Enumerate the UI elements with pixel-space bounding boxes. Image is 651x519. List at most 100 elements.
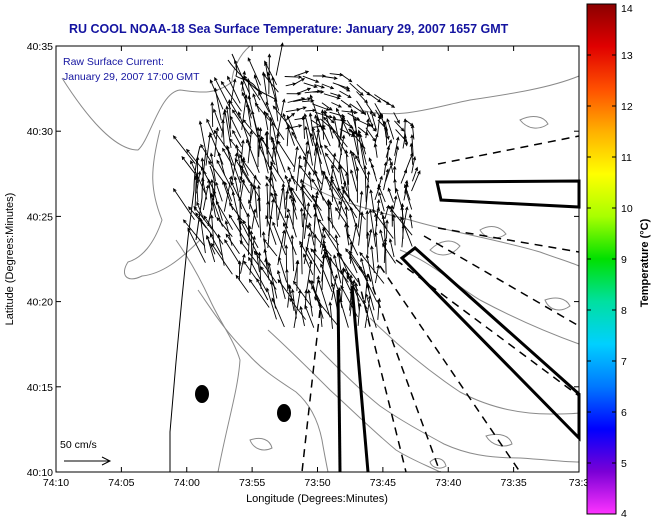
y-tick-label: 40:20	[27, 297, 53, 309]
current-vector	[299, 243, 304, 275]
current-vector	[392, 165, 397, 182]
current-vector	[394, 145, 400, 165]
current-vector	[209, 131, 224, 165]
current-vector	[221, 119, 225, 147]
current-vector	[310, 279, 324, 319]
current-vector	[202, 184, 210, 211]
current-vector	[299, 207, 304, 228]
current-vector	[261, 71, 268, 103]
colorbar-ticks: 4 5 6 7 8 9 10 11 12 13 14	[587, 3, 633, 519]
current-vector	[213, 108, 223, 131]
current-vector	[383, 99, 396, 108]
y-tick-label: 40:35	[27, 41, 53, 53]
vector-scale: 50 cm/s	[60, 439, 112, 466]
current-vector	[274, 132, 280, 158]
current-vector	[356, 91, 369, 104]
current-vector	[303, 253, 314, 275]
current-vector	[229, 115, 242, 138]
current-vector	[365, 231, 370, 255]
current-vector	[355, 154, 370, 182]
current-vector	[253, 74, 261, 93]
current-vector	[324, 174, 341, 212]
current-vector	[286, 124, 291, 147]
current-vector	[256, 278, 269, 301]
current-vector	[242, 219, 259, 249]
current-vector	[374, 230, 379, 263]
current-vector	[268, 165, 276, 200]
current-vector	[338, 252, 350, 275]
current-vector	[284, 75, 303, 79]
current-vector	[353, 117, 360, 155]
current-vector	[210, 101, 214, 128]
current-vector	[285, 268, 289, 292]
current-vector	[411, 170, 421, 192]
current-vector	[339, 90, 352, 99]
y-axis-ticks: 40:35 40:30 40:25 40:20 40:15 40:10	[27, 41, 579, 479]
current-vector	[190, 160, 206, 193]
current-vector	[357, 190, 364, 229]
current-vector	[382, 243, 396, 264]
current-vector	[210, 193, 223, 227]
current-vector	[301, 211, 306, 246]
bathy-contour-4	[197, 289, 329, 473]
current-vector	[293, 97, 312, 103]
current-vector	[328, 301, 333, 329]
colorbar-tick-label: 9	[621, 254, 627, 266]
x-tick-label: 73:45	[370, 477, 396, 489]
current-vector	[193, 205, 213, 230]
current-vector	[338, 164, 348, 191]
current-vector	[231, 109, 252, 138]
current-vector	[363, 164, 367, 203]
current-vector	[365, 118, 370, 139]
colorbar-tick-label: 13	[621, 50, 633, 62]
current-vector	[256, 126, 260, 168]
current-vector	[307, 170, 313, 191]
current-vector	[336, 107, 351, 137]
current-vector	[226, 145, 241, 184]
current-vector	[355, 166, 360, 203]
current-vector	[330, 92, 342, 98]
current-vector	[365, 103, 376, 118]
current-vector	[270, 121, 278, 146]
current-vector	[323, 76, 338, 80]
current-vector	[359, 251, 385, 284]
current-vector	[367, 228, 373, 248]
current-vector	[257, 196, 262, 238]
colorbar-tick-label: 10	[621, 203, 633, 215]
current-vector	[258, 145, 277, 182]
current-vector	[199, 217, 206, 254]
current-vector	[296, 87, 312, 95]
colorbar-tick-label: 6	[621, 407, 627, 419]
bathy-contour-16	[249, 437, 273, 451]
current-vector	[294, 70, 310, 77]
current-vector	[410, 124, 415, 140]
current-vector	[373, 142, 378, 158]
current-vector	[292, 280, 313, 308]
current-vector	[327, 216, 341, 238]
bathy-contour-13	[519, 116, 549, 129]
dashed-radial-7	[357, 277, 407, 473]
coastline-barrier-island	[169, 145, 201, 472]
current-vector	[340, 266, 346, 302]
current-vector	[289, 297, 306, 320]
current-vector	[265, 287, 277, 320]
current-vector	[217, 151, 226, 176]
current-vector	[252, 93, 260, 113]
current-vector	[316, 117, 331, 147]
current-vector	[248, 278, 270, 308]
current-vector	[212, 189, 223, 221]
current-vector	[187, 227, 206, 263]
current-vector	[320, 233, 326, 255]
current-vector	[239, 156, 246, 193]
current-vector	[224, 239, 241, 266]
current-vector	[237, 215, 243, 245]
dashed-radial-4	[395, 259, 580, 397]
x-tick-label: 73:35	[500, 477, 526, 489]
x-tick-label: 74:10	[43, 477, 69, 489]
current-vector	[286, 115, 297, 139]
current-vector	[265, 101, 277, 128]
current-vector	[359, 265, 378, 302]
current-vector	[372, 209, 394, 239]
current-vector	[271, 76, 278, 102]
colorbar-label: Temperature (°C)	[639, 218, 651, 307]
